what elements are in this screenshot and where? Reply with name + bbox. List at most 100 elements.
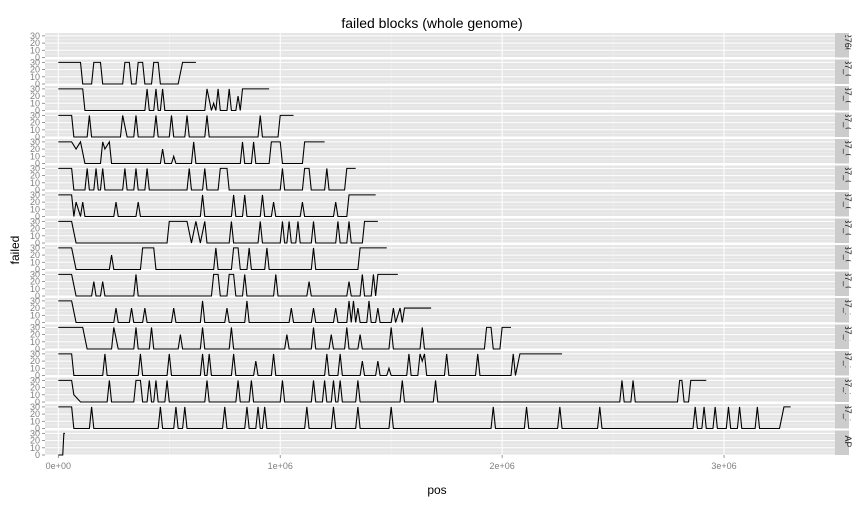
panel-background (45, 324, 835, 349)
panel-strip (835, 165, 849, 190)
y-tick-label: 0 (35, 344, 40, 354)
y-tick-label: 0 (35, 79, 40, 89)
y-tick-label: 10 (30, 178, 40, 188)
y-tick-label: 10 (30, 72, 40, 82)
y-tick-label: 0 (35, 424, 40, 434)
y-tick-label: 10 (30, 125, 40, 135)
y-tick-label: 0 (35, 185, 40, 195)
panel-strip-label: API (843, 435, 853, 450)
x-tick-label: 0e+00 (46, 461, 71, 471)
panel-background (45, 33, 835, 58)
y-tick-label: 0 (35, 212, 40, 222)
panel-strip-label: 37_09 (843, 271, 853, 296)
series-line (58, 326, 512, 350)
y-tick-label: 0 (35, 318, 40, 328)
y-tick-label: 10 (30, 204, 40, 214)
y-tick-label: 20 (30, 171, 40, 181)
y-tick-label: 20 (30, 356, 40, 366)
y-tick-label: 20 (30, 330, 40, 340)
y-tick-label: 20 (30, 303, 40, 313)
y-tick-label: 20 (30, 436, 40, 446)
y-tick-label: 30 (30, 216, 40, 226)
y-tick-label: 10 (30, 45, 40, 55)
panel-background (45, 218, 835, 243)
chart-title: failed blocks (whole genome) (341, 15, 522, 31)
panel-strip-label: 37_14 (843, 404, 853, 429)
panel-strip (835, 271, 849, 296)
y-tick-label: 30 (30, 243, 40, 253)
series-line (58, 353, 563, 377)
y-tick-label: 10 (30, 151, 40, 161)
panel-background (45, 165, 835, 190)
panel-background (45, 377, 835, 402)
y-tick-label: 10 (30, 443, 40, 453)
y-tick-label: 20 (30, 38, 40, 48)
panel-strip-label: 37_07 (843, 218, 853, 243)
y-tick-label: 0 (35, 238, 40, 248)
y-tick-label: 20 (30, 197, 40, 207)
series-line (58, 88, 270, 112)
y-tick-label: 30 (30, 57, 40, 67)
y-tick-label: 0 (35, 159, 40, 169)
y-tick-label: 0 (35, 53, 40, 63)
y-tick-label: 10 (30, 337, 40, 347)
panel-background (45, 271, 835, 296)
panel-strip (835, 351, 849, 376)
x-tick-label: 2e+06 (489, 461, 514, 471)
y-tick-label: 0 (35, 397, 40, 407)
y-tick-label: 30 (30, 163, 40, 173)
panel-strip-label: 37_13 (843, 377, 853, 402)
panel-background (45, 351, 835, 376)
panel-strip (835, 377, 849, 402)
panel-background (45, 192, 835, 217)
y-tick-label: 30 (30, 428, 40, 438)
panel-background (45, 59, 835, 84)
panel-strip (835, 59, 849, 84)
y-tick-label: 10 (30, 98, 40, 108)
y-tick-label: 0 (35, 291, 40, 301)
y-tick-label: 30 (30, 375, 40, 385)
x-axis-title: pos (427, 483, 446, 497)
y-tick-label: 20 (30, 144, 40, 154)
y-tick-label: 30 (30, 110, 40, 120)
panel-strip-label: 37_01 (843, 59, 853, 84)
x-axis: 0e+00 1e+06 2e+06 3e+06 (46, 455, 737, 471)
x-tick-label: 3e+06 (711, 461, 736, 471)
panel-background (45, 139, 835, 164)
y-tick-label: 10 (30, 390, 40, 400)
y-tick-label: 20 (30, 91, 40, 101)
series-line (58, 167, 356, 191)
panel-strip (835, 404, 849, 429)
series-line (58, 406, 791, 430)
y-tick-label: 0 (35, 371, 40, 381)
y-tick-label: 30 (30, 31, 40, 41)
y-tick-label: 30 (30, 84, 40, 94)
y-tick-label: 30 (30, 137, 40, 147)
y-tick-label: 20 (30, 383, 40, 393)
series-line (58, 432, 65, 456)
y-tick-label: 0 (35, 450, 40, 460)
panel-strip-label: 37_08 (843, 245, 853, 270)
y-tick-label: 0 (35, 132, 40, 142)
panel-strip-label: 37_10 (843, 298, 853, 323)
series-line (58, 247, 387, 271)
panel-strip (835, 139, 849, 164)
y-tick-label: 20 (30, 224, 40, 234)
panel-strip-label: 37_11 (843, 325, 853, 349)
y-tick-label: 10 (30, 416, 40, 426)
y-tick-label: 0 (35, 265, 40, 275)
panel-strip (835, 218, 849, 243)
y-tick-label: 30 (30, 322, 40, 332)
